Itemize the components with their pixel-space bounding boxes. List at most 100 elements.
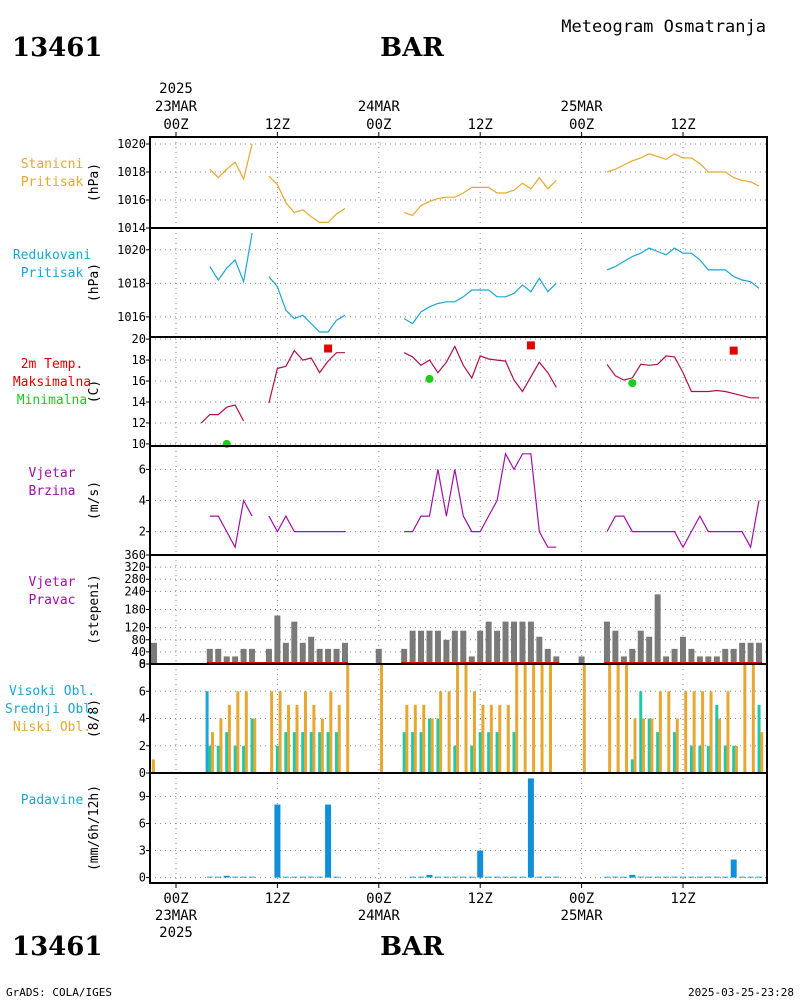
data-bar <box>680 876 686 878</box>
data-bar <box>249 876 256 878</box>
cloud-bar <box>318 732 322 773</box>
data-bar <box>333 876 340 878</box>
cloud-bar <box>633 718 637 773</box>
y-tick-label: 0 <box>139 766 146 780</box>
data-bar <box>671 876 678 878</box>
cloud-bar <box>275 745 279 773</box>
top-axis-tick-label: 00Z <box>163 117 188 133</box>
cloud-bar <box>698 745 702 773</box>
data-bar <box>468 876 475 878</box>
cloud-bar <box>639 691 643 773</box>
cloud-bar <box>532 664 536 773</box>
cloud-bar <box>312 704 316 773</box>
data-bar <box>274 804 281 878</box>
y-tick-label: 180 <box>124 603 146 617</box>
data-bar <box>485 621 492 664</box>
cloud-bar <box>540 664 544 773</box>
data-bar <box>654 876 661 878</box>
data-bar <box>646 636 653 664</box>
max-temp-marker <box>324 344 333 353</box>
panel-frame <box>149 554 768 665</box>
data-bar <box>739 876 746 878</box>
panel-label-line: Redukovani <box>13 248 91 263</box>
data-bar <box>519 621 526 664</box>
data-bar <box>680 636 686 664</box>
data-bar <box>443 639 450 664</box>
panel-label-line: Pravac <box>29 593 76 608</box>
data-bar <box>274 615 281 664</box>
y-tick-label: 4 <box>139 494 146 508</box>
data-bar <box>223 656 230 664</box>
panel-label-line: Niski Obl. <box>13 720 91 735</box>
station-id-top: 13461 <box>12 33 102 63</box>
cloud-bar <box>667 691 671 773</box>
panel-label-line: Visoki Obl. <box>9 684 95 699</box>
data-bar <box>663 656 670 664</box>
data-bar <box>316 876 323 878</box>
data-bar <box>451 876 458 878</box>
data-bar <box>527 621 534 664</box>
data-bar <box>705 656 712 664</box>
cloud-bar <box>470 745 474 773</box>
data-bar <box>409 876 416 878</box>
cloud-bar <box>419 732 423 773</box>
panel-temperatura: 10 12 14 16 18 20 (C)2m Temp. Maksimalna Minimal… <box>13 332 768 451</box>
cloud-bar <box>515 664 519 773</box>
cloud-bar <box>489 704 493 773</box>
cloud-bar <box>211 732 215 773</box>
y-tick-label: 0 <box>139 657 146 671</box>
data-bar <box>291 621 298 664</box>
y-tick-label: 240 <box>124 584 146 598</box>
panel-label-line: Stanicni <box>21 157 84 172</box>
data-bar <box>291 876 298 878</box>
data-bar <box>671 648 678 664</box>
y-tick-label: 6 <box>139 816 146 830</box>
data-bar <box>316 648 323 664</box>
data-bar <box>620 876 627 878</box>
data-bar <box>603 876 610 878</box>
data-bar <box>460 876 467 878</box>
cloud-bar <box>751 664 755 773</box>
data-bar <box>663 876 670 878</box>
cloud-bar <box>456 664 460 773</box>
y-tick-label: 120 <box>124 621 146 635</box>
data-bar <box>629 648 636 664</box>
data-bar <box>206 876 213 878</box>
data-bar <box>299 876 306 878</box>
panel-stanicni: 1014 1016 1018 1020 (hPa)Stanicni Pritisak <box>21 136 768 235</box>
data-bar <box>434 630 441 664</box>
series-line <box>209 232 253 284</box>
series-line <box>403 345 557 393</box>
data-bar <box>443 876 450 878</box>
panel-padavine: 0 3 6 9 (mm/6h/12h)Padavine <box>21 772 768 885</box>
data-bar <box>747 876 754 878</box>
cloud-bar <box>673 732 677 773</box>
cloud-bar <box>641 718 645 773</box>
cloud-bar <box>287 704 291 773</box>
panel-label-line: Srednji Obl. <box>5 702 99 717</box>
cloud-bar <box>495 732 499 773</box>
cloud-bar <box>616 664 620 773</box>
cloud-bar <box>436 718 440 773</box>
y-tick-label: 40 <box>132 645 146 659</box>
cloud-bar <box>523 664 527 773</box>
y-tick-label: 14 <box>132 395 146 409</box>
data-bar <box>249 648 256 664</box>
data-bar <box>629 874 636 878</box>
top-axis-year: 2025 <box>159 81 193 97</box>
cloud-bar <box>402 732 406 773</box>
panel-label-line: Vjetar <box>29 466 76 481</box>
series-line <box>606 247 760 289</box>
top-axis-tick-label: 23MAR <box>155 99 198 115</box>
cloud-bar <box>732 745 736 773</box>
data-bar <box>536 636 543 664</box>
data-bar <box>502 621 509 664</box>
cloud-bar <box>278 691 282 773</box>
cloud-bar <box>506 704 510 773</box>
cloud-bar <box>405 704 409 773</box>
cloud-bar <box>309 732 313 773</box>
y-tick-label: 20 <box>132 332 146 346</box>
y-axis-label: (hPa) <box>87 263 102 302</box>
series-line <box>268 175 346 223</box>
cloud-bar <box>430 718 434 773</box>
